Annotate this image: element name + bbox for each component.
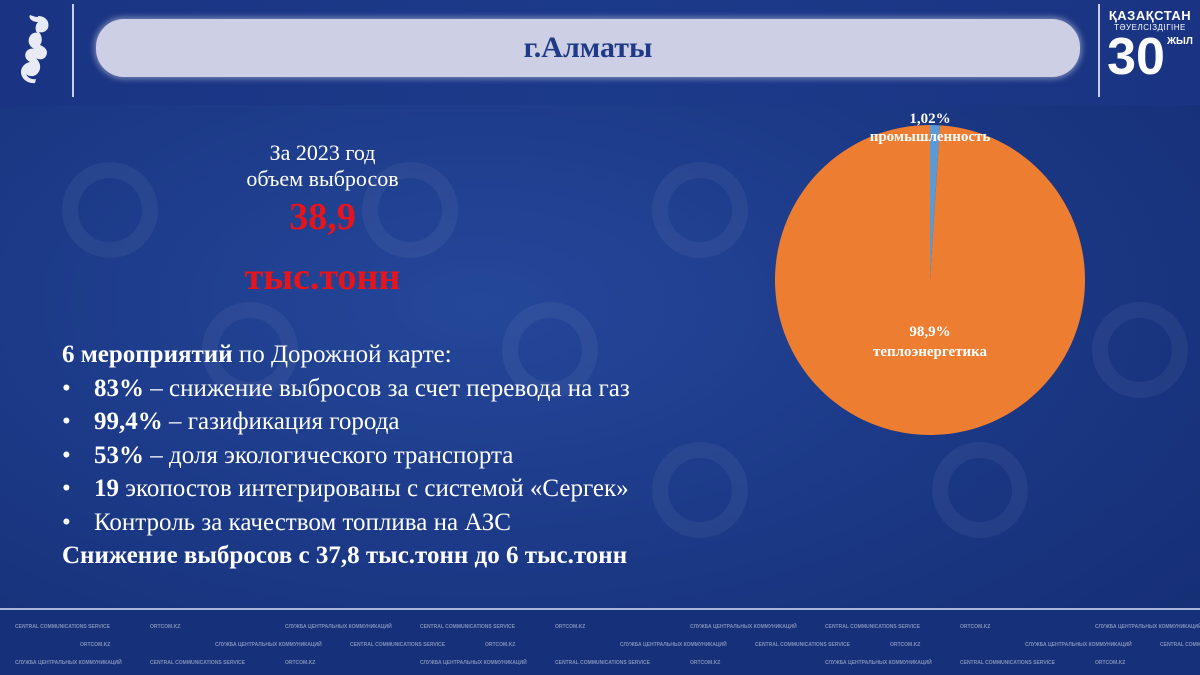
- footer-watermark-text: СЛУЖБА ЦЕНТРАЛЬНЫХ КОММУНИКАЦИЙ: [825, 660, 932, 666]
- logo-number-text: 30: [1107, 28, 1165, 86]
- footer-watermark-text: ORTCOM.KZ: [890, 642, 921, 648]
- roadmap-heading: 6 мероприятий по Дорожной карте:: [62, 338, 630, 372]
- footer-watermark-text: CENTRAL COMMUNICATIONS SERVICE: [555, 660, 651, 666]
- logo-text: ТӘУЕЛСІЗДІГІНЕ: [1114, 23, 1186, 32]
- item-text: экопостов интегрированы с системой «Серг…: [119, 475, 629, 502]
- item-text: Контроль за качеством топлива на АЗС: [94, 508, 511, 536]
- footer-watermark-text: CENTRAL COMMUNICATIONS SERVICE: [960, 660, 1056, 666]
- footer-watermark-text: CENTRAL COMMUNICATIONS SERVICE: [755, 642, 851, 648]
- item-bold: 83%: [94, 374, 144, 402]
- item-bold: 99,4%: [94, 408, 163, 435]
- footer-watermark-text: СЛУЖБА ЦЕНТРАЛЬНЫХ КОММУНИКАЦИЙ: [1025, 642, 1132, 648]
- footer-watermark-text: ORTCOM.KZ: [960, 624, 991, 630]
- conclusion: Снижение выбросов с 37,8 тыс.тонн до 6 т…: [62, 542, 628, 569]
- summary-label: объем выбросов: [246, 166, 399, 191]
- divider: [72, 4, 74, 97]
- item-bold: 19: [94, 475, 119, 502]
- slice-value-label: 98,9%: [909, 324, 951, 340]
- logo-text: ҚАЗАҚСТАН: [1108, 8, 1192, 23]
- item-bold: 53%: [94, 441, 144, 469]
- summary-unit: тыс.тонн: [244, 256, 401, 298]
- pie-slice-industry: [930, 125, 940, 280]
- footer-watermark-text: CENTRAL COMMUNICATIONS SERVICE: [420, 624, 516, 630]
- snow-leopard-logo-icon: [21, 15, 49, 84]
- list-item: • 19 экопостов интегрированы с системой «…: [62, 472, 630, 506]
- slice-label-industry: 1,02% промышленность: [850, 110, 1010, 146]
- pie-slice-heat-power: [775, 125, 1085, 436]
- list-item: • 99,4% – газификация города: [62, 405, 630, 439]
- list-item: • Контроль за качеством топлива на АЗС: [62, 506, 630, 540]
- bullet: •: [62, 475, 71, 502]
- footer-watermark-band: CENTRAL COMMUNICATIONS SERVICE ORTCOM.KZ С…: [0, 608, 1200, 675]
- footer-watermark-text: CENTRAL COMMUNICATIONS SERVICE: [350, 642, 446, 648]
- footer-watermark-text: СЛУЖБА ЦЕНТРАЛЬНЫХ КОММУНИКАЦИЙ: [690, 624, 797, 630]
- item-text: – доля экологического транспорта: [144, 441, 514, 469]
- footer-watermark-text: СЛУЖБА ЦЕНТРАЛЬНЫХ КОММУНИКАЦИЙ: [620, 642, 727, 648]
- footer-watermark-text: СЛУЖБА ЦЕНТРАЛЬНЫХ КОММУНИКАЦИЙ: [285, 624, 392, 630]
- roadmap-list: 6 мероприятий по Дорожной карте: • 83% – …: [62, 338, 630, 573]
- footer-watermark-text: ORTCOM.KZ: [1095, 660, 1126, 666]
- footer-watermark-text: СЛУЖБА ЦЕНТРАЛЬНЫХ КОММУНИКАЦИЙ: [420, 660, 527, 666]
- footer-watermark-text: ORTCOM.KZ: [690, 660, 721, 666]
- divider: [1098, 4, 1100, 97]
- page-title: г.Алматы: [523, 31, 653, 64]
- bullet: •: [62, 408, 71, 435]
- footer-watermark-text: CENTRAL COMMUNICATIONS SERVICE: [825, 624, 921, 630]
- bullet: •: [62, 508, 71, 536]
- heading-bold: 6 мероприятий: [62, 341, 233, 368]
- emissions-pie-chart: [775, 125, 1085, 436]
- footer-watermark-text: СЛУЖБА ЦЕНТРАЛЬНЫХ КОММУНИКАЦИЙ: [1095, 624, 1200, 630]
- independence-30-logo: ҚАЗАҚСТАН ТӘУЕЛСІЗДІГІНЕ 30 ЖЫЛ: [1106, 8, 1194, 86]
- list-item: • 83% – снижение выбросов за счет перевод…: [62, 372, 630, 406]
- summary-period: За 2023 год: [269, 140, 376, 165]
- footer-watermark-text: CENTRAL COMMUNICATIONS SERVICE: [1160, 642, 1200, 648]
- footer-watermark-text: ORTCOM.KZ: [485, 642, 516, 648]
- item-text: – снижение выбросов за счет перевода на …: [144, 374, 630, 402]
- logo-suffix: ЖЫЛ: [1166, 36, 1193, 47]
- summary-value: 38,9: [289, 196, 356, 238]
- footer-watermark-text: СЛУЖБА ЦЕНТРАЛЬНЫХ КОММУНИКАЦИЙ: [215, 642, 322, 648]
- footer-watermark-text: ORTCOM.KZ: [555, 624, 586, 630]
- slice-category-label: теплоэнергетика: [872, 344, 988, 360]
- item-text: – газификация города: [162, 408, 400, 435]
- slice-value-label: 1,02%: [909, 111, 951, 127]
- slice-label-heat-power: 98,9% теплоэнергетика: [830, 322, 1030, 362]
- footer-watermark-text: ORTCOM.KZ: [150, 624, 181, 630]
- header-bar: г.Алматы ҚАЗАҚСТАН ТӘУЕЛСІЗДІГІНЕ 30 ЖЫЛ: [0, 0, 1200, 105]
- bullet: •: [62, 374, 71, 402]
- list-item: • 53% – доля экологического транспорта: [62, 439, 630, 473]
- footer-watermark-text: ORTCOM.KZ: [80, 642, 111, 648]
- footer-watermark-text: CENTRAL COMMUNICATIONS SERVICE: [15, 624, 111, 630]
- slice-category-label: промышленность: [869, 129, 991, 145]
- footer-watermark-text: СЛУЖБА ЦЕНТРАЛЬНЫХ КОММУНИКАЦИЙ: [15, 660, 122, 666]
- title-banner: г.Алматы: [96, 19, 1080, 77]
- heading-rest: по Дорожной карте:: [232, 341, 452, 368]
- bullet: •: [62, 441, 71, 469]
- logo-number: 30 ЖЫЛ: [1106, 28, 1194, 86]
- footer-watermark-text: ORTCOM.KZ: [285, 660, 316, 666]
- footer-watermark-text: CENTRAL COMMUNICATIONS SERVICE: [150, 660, 246, 666]
